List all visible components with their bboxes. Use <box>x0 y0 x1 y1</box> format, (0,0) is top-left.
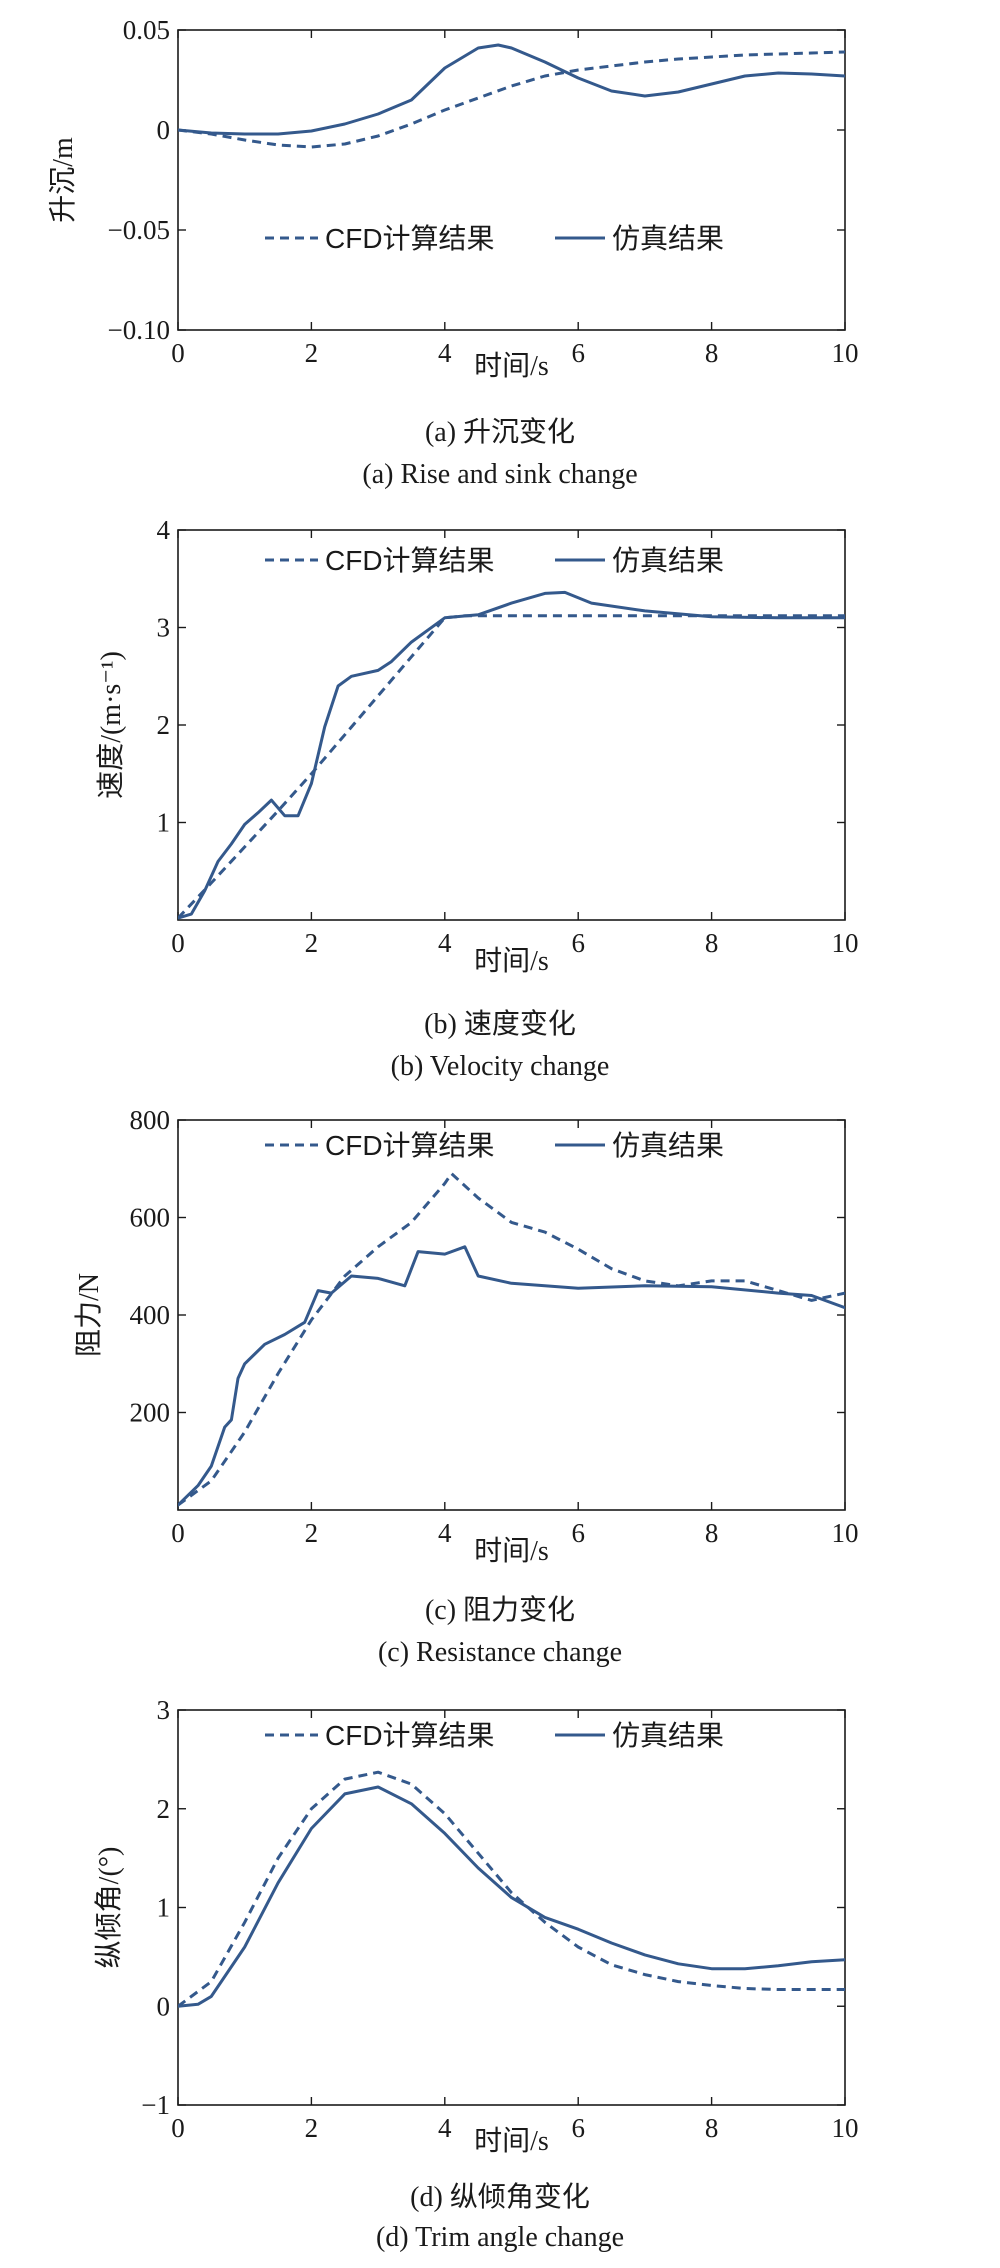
chart-panel-a: 0 2 4 6 8 10 −0.10 −0.05 0 0.05 时间/s 升沉/m CFD计算结果 仿真结… <box>0 0 1000 510</box>
x-tick-label: 10 <box>832 2113 859 2143</box>
y-tick-label: 1 <box>157 808 171 838</box>
x-axis-label: 时间/s <box>474 350 549 382</box>
x-tick-label: 4 <box>438 338 452 368</box>
series-line-sim <box>178 43 845 136</box>
series-line-cfd <box>178 1770 845 2008</box>
y-tick-label: −1 <box>141 2090 170 2120</box>
legend-label-cfd: CFD计算结果 <box>325 223 495 254</box>
series-line-sim <box>178 1785 845 2008</box>
x-tick-label: 4 <box>438 928 452 958</box>
y-tick-label: 2 <box>157 1794 171 1824</box>
y-tick-label: 3 <box>157 613 171 643</box>
x-tick-label: 2 <box>305 2113 319 2143</box>
x-tick-label: 6 <box>571 2113 585 2143</box>
caption-en: (b) Velocity change <box>390 1051 610 1082</box>
y-tick-label: 200 <box>130 1398 171 1428</box>
legend-label-cfd: CFD计算结果 <box>325 545 495 576</box>
plot-frame <box>177 29 846 331</box>
series-line-cfd <box>178 614 845 920</box>
x-axis-label: 时间/s <box>474 945 549 977</box>
x-tick-label: 6 <box>571 338 585 368</box>
y-tick-label: 0.05 <box>123 15 170 45</box>
y-axis-label: 速度/(m·s⁻¹) <box>95 651 127 799</box>
x-tick-label: 0 <box>171 1518 185 1548</box>
plot-frame <box>177 529 846 921</box>
x-tick-label: 8 <box>705 928 719 958</box>
x-tick-label: 4 <box>438 1518 452 1548</box>
y-tick-label: 0 <box>157 1991 171 2021</box>
legend-label-cfd: CFD计算结果 <box>325 1130 495 1161</box>
series-line-sim <box>178 1245 845 1507</box>
series-line-sim <box>178 590 845 920</box>
x-tick-label: 10 <box>832 1518 859 1548</box>
x-tick-label: 2 <box>305 338 319 368</box>
series-line-cfd <box>178 1172 845 1507</box>
y-tick-label: −0.10 <box>108 315 170 345</box>
caption-en: (d) Trim angle change <box>375 2222 625 2253</box>
legend-label-sim: 仿真结果 <box>612 223 724 254</box>
legend-label-sim: 仿真结果 <box>612 1130 724 1161</box>
x-tick-label: 10 <box>832 928 859 958</box>
x-tick-label: 8 <box>705 2113 719 2143</box>
y-axis-label: 纵倾角/(°) <box>93 1847 125 1969</box>
y-tick-label: −0.05 <box>108 215 170 245</box>
chart-panel-b: 0 2 4 6 8 10 1 2 3 4 时间/s 速度/(m·s⁻¹) CFD计算结果 仿真结果 (b)… <box>0 515 1000 1100</box>
x-tick-label: 6 <box>571 1518 585 1548</box>
y-tick-label: 400 <box>130 1300 171 1330</box>
x-tick-label: 2 <box>305 1518 319 1548</box>
y-tick-label: 1 <box>157 1893 171 1923</box>
x-tick-label: 6 <box>571 928 585 958</box>
x-tick-label: 2 <box>305 928 319 958</box>
plot-frame <box>177 1709 846 2106</box>
legend-label-sim: 仿真结果 <box>612 1720 724 1751</box>
chart-panel-d: 0 2 4 6 8 10 −1 0 1 2 3 时间/s 纵倾角/(°) CFD计算结果 仿真结果 (d) … <box>0 1690 1000 2268</box>
caption-zh: (d) 纵倾角变化 <box>410 2182 590 2213</box>
x-tick-label: 0 <box>171 928 185 958</box>
caption-zh: (a) 升沉变化 <box>424 417 576 448</box>
x-tick-label: 0 <box>171 338 185 368</box>
y-axis-label: 升沉/m <box>47 137 79 223</box>
legend-label-sim: 仿真结果 <box>612 545 724 576</box>
y-tick-label: 600 <box>130 1203 171 1233</box>
caption-zh: (c) 阻力变化 <box>424 1595 576 1626</box>
y-tick-label: 0 <box>157 115 171 145</box>
x-tick-label: 10 <box>832 338 859 368</box>
y-axis-label: 阻力/N <box>73 1273 105 1357</box>
legend-label-cfd: CFD计算结果 <box>325 1720 495 1751</box>
x-tick-label: 4 <box>438 2113 452 2143</box>
y-tick-label: 3 <box>157 1695 171 1725</box>
caption-en: (a) Rise and sink change <box>362 459 638 490</box>
resistance-chart: 0 2 4 6 8 10 200 400 600 800 时间/s 阻力/N CFD计算结果 仿真结果 <box>73 1105 859 1567</box>
caption-en: (c) Resistance change <box>377 1637 623 1668</box>
x-axis-label: 时间/s <box>474 2125 549 2157</box>
caption-zh: (b) 速度变化 <box>424 1009 576 1040</box>
y-tick-label: 800 <box>130 1105 171 1135</box>
chart-panel-c: 0 2 4 6 8 10 200 400 600 800 时间/s 阻力/N CFD计算结果 仿真结果 (… <box>0 1105 1000 1685</box>
y-tick-label: 2 <box>157 710 171 740</box>
rise-sink-chart: 0 2 4 6 8 10 −0.10 −0.05 0 0.05 时间/s 升沉/m CFD计算结果 仿真结… <box>47 15 859 382</box>
x-axis-label: 时间/s <box>474 1535 549 1567</box>
plot-frame <box>177 1119 846 1511</box>
x-tick-label: 8 <box>705 338 719 368</box>
x-tick-label: 0 <box>171 2113 185 2143</box>
x-tick-label: 8 <box>705 1518 719 1548</box>
series-line-cfd <box>178 50 845 149</box>
y-tick-label: 4 <box>157 515 171 545</box>
